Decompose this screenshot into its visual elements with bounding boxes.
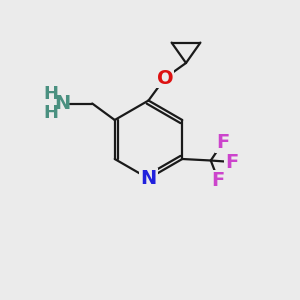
Text: F: F [216,133,230,152]
Text: N: N [54,94,70,113]
Text: H: H [43,85,58,103]
Text: F: F [225,152,238,172]
Text: F: F [212,170,225,190]
Text: O: O [157,68,173,88]
Text: N: N [140,169,157,188]
Text: H: H [43,103,58,122]
